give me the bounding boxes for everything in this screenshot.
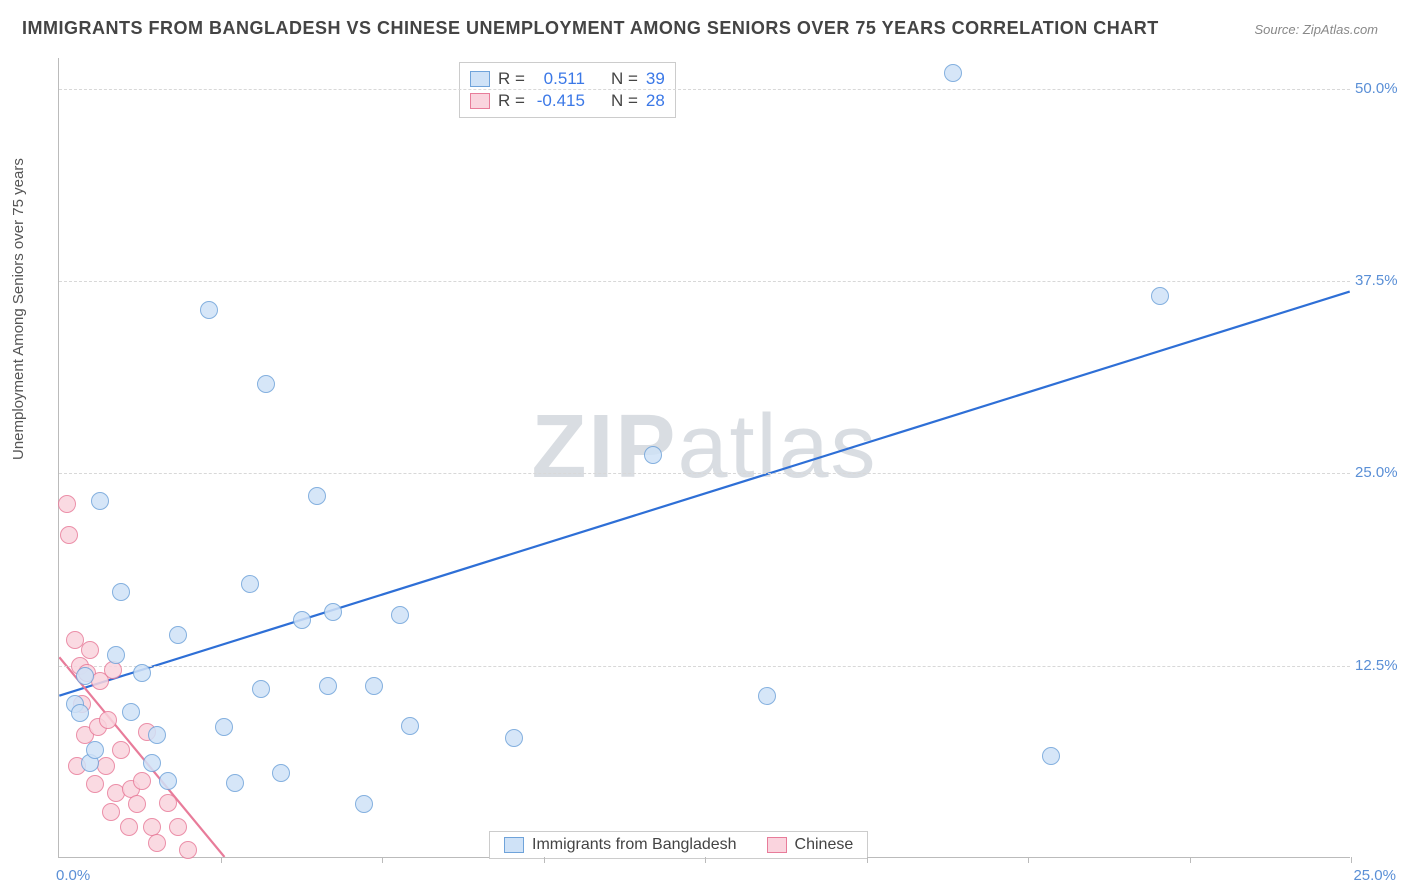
plot-area: ZIPatlas R = 0.511 N = 39 R = -0.415 N =…	[58, 58, 1350, 858]
data-point	[355, 795, 373, 813]
gridline-h	[59, 473, 1350, 474]
x-tick	[1351, 857, 1352, 863]
data-point	[112, 583, 130, 601]
data-point	[391, 606, 409, 624]
data-point	[159, 794, 177, 812]
x-tick	[705, 857, 706, 863]
data-point	[272, 764, 290, 782]
x-tick	[1028, 857, 1029, 863]
data-point	[200, 301, 218, 319]
legend-row-series-1: R = 0.511 N = 39	[470, 69, 665, 89]
legend-label-2: Chinese	[795, 836, 854, 854]
data-point	[58, 495, 76, 513]
data-point	[308, 487, 326, 505]
data-point	[143, 754, 161, 772]
correlation-legend: R = 0.511 N = 39 R = -0.415 N = 28	[459, 62, 676, 118]
data-point	[104, 661, 122, 679]
data-point	[107, 646, 125, 664]
data-point	[99, 711, 117, 729]
data-point	[1042, 747, 1060, 765]
data-point	[226, 774, 244, 792]
n-label: N =	[611, 69, 638, 89]
n-value-1: 39	[646, 69, 665, 89]
data-point	[76, 667, 94, 685]
data-point	[133, 664, 151, 682]
data-point	[120, 818, 138, 836]
y-tick-label: 37.5%	[1355, 272, 1406, 289]
x-tick	[382, 857, 383, 863]
data-point	[60, 526, 78, 544]
swatch-series-1	[504, 837, 524, 853]
data-point	[169, 818, 187, 836]
source-attribution: Source: ZipAtlas.com	[1254, 22, 1378, 37]
data-point	[252, 680, 270, 698]
data-point	[293, 611, 311, 629]
legend-label-1: Immigrants from Bangladesh	[532, 836, 737, 854]
data-point	[97, 757, 115, 775]
data-point	[257, 375, 275, 393]
swatch-series-2	[470, 93, 490, 109]
data-point	[505, 729, 523, 747]
data-point	[86, 741, 104, 759]
data-point	[148, 726, 166, 744]
x-axis-min-label: 0.0%	[56, 867, 90, 884]
r-value-2: -0.415	[533, 91, 585, 111]
n-label: N =	[611, 91, 638, 111]
swatch-series-1	[470, 71, 490, 87]
data-point	[81, 641, 99, 659]
x-tick	[544, 857, 545, 863]
chart-title: IMMIGRANTS FROM BANGLADESH VS CHINESE UN…	[22, 18, 1159, 39]
data-point	[91, 492, 109, 510]
swatch-series-2	[767, 837, 787, 853]
data-point	[215, 718, 233, 736]
legend-item-2: Chinese	[767, 836, 854, 854]
legend-item-1: Immigrants from Bangladesh	[504, 836, 737, 854]
regression-lines	[59, 58, 1350, 857]
gridline-h	[59, 89, 1350, 90]
data-point	[401, 717, 419, 735]
data-point	[169, 626, 187, 644]
data-point	[86, 775, 104, 793]
r-label: R =	[498, 69, 525, 89]
data-point	[128, 795, 146, 813]
y-tick-label: 50.0%	[1355, 80, 1406, 97]
x-tick	[221, 857, 222, 863]
data-point	[133, 772, 151, 790]
data-point	[179, 841, 197, 859]
x-tick	[1190, 857, 1191, 863]
r-label: R =	[498, 91, 525, 111]
data-point	[148, 834, 166, 852]
data-point	[112, 741, 130, 759]
data-point	[122, 703, 140, 721]
data-point	[319, 677, 337, 695]
data-point	[758, 687, 776, 705]
data-point	[644, 446, 662, 464]
y-tick-label: 25.0%	[1355, 464, 1406, 481]
x-tick	[867, 857, 868, 863]
data-point	[71, 704, 89, 722]
data-point	[365, 677, 383, 695]
series-legend: Immigrants from Bangladesh Chinese	[489, 831, 868, 859]
y-tick-label: 12.5%	[1355, 657, 1406, 674]
data-point	[102, 803, 120, 821]
y-axis-label: Unemployment Among Seniors over 75 years	[10, 158, 27, 460]
n-value-2: 28	[646, 91, 665, 111]
watermark: ZIPatlas	[531, 396, 877, 499]
legend-row-series-2: R = -0.415 N = 28	[470, 91, 665, 111]
data-point	[159, 772, 177, 790]
data-point	[944, 64, 962, 82]
data-point	[241, 575, 259, 593]
r-value-1: 0.511	[533, 69, 585, 89]
x-axis-max-label: 25.0%	[1353, 867, 1396, 884]
data-point	[1151, 287, 1169, 305]
gridline-h	[59, 666, 1350, 667]
data-point	[324, 603, 342, 621]
gridline-h	[59, 281, 1350, 282]
